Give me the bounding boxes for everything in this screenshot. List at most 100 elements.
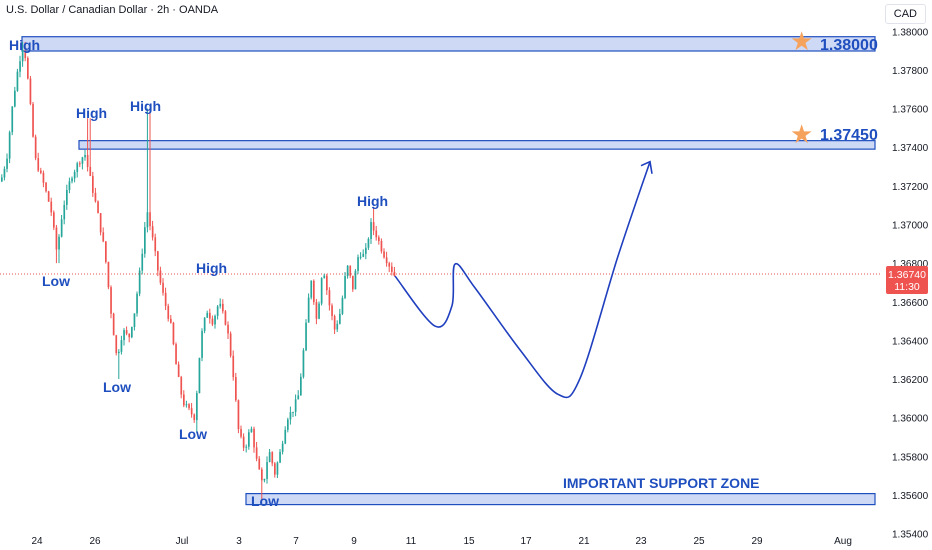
candle-body: [94, 192, 97, 202]
candle-body: [328, 290, 331, 306]
candle-body: [120, 340, 123, 352]
candle-body: [151, 226, 154, 238]
price-tick-label: 1.36400: [892, 336, 929, 347]
candle-body: [190, 408, 193, 415]
candle-body: [37, 158, 40, 171]
candle-body: [224, 311, 227, 325]
candle-body: [331, 305, 333, 317]
candle-body: [307, 297, 310, 323]
candle-body: [339, 313, 341, 324]
time-axis[interactable]: 24 26 Jul 3 7 9 11 15 17 21 23 25 29 Aug: [31, 536, 851, 547]
last-price-value: 1.36740: [888, 269, 926, 281]
candle-body: [281, 443, 284, 452]
candle-body: [58, 236, 60, 250]
candle-body: [157, 251, 159, 271]
candle-body: [105, 241, 107, 263]
price-tick-label: 1.36800: [892, 259, 929, 270]
candle-body: [362, 253, 365, 257]
annotation-high: High: [196, 260, 227, 276]
candle-body: [193, 414, 196, 421]
candle-body: [183, 394, 185, 406]
candle-body: [349, 265, 352, 276]
candle-body: [115, 335, 118, 354]
candle-body: [21, 50, 24, 62]
candle-body: [110, 287, 112, 314]
candle-body: [167, 305, 170, 319]
candle-body: [112, 313, 115, 336]
candle-body: [159, 270, 162, 283]
candle-body: [27, 58, 29, 79]
annotation-low: Low: [179, 426, 207, 442]
price-tick-label: 1.37200: [892, 182, 929, 193]
time-tick-label: 17: [520, 536, 532, 547]
candle-body: [346, 265, 349, 277]
candle-body: [235, 377, 237, 401]
candle-body: [383, 251, 385, 258]
candle-body: [133, 313, 136, 327]
candle-body: [79, 163, 81, 165]
candle-body: [138, 270, 141, 294]
symbol-title[interactable]: U.S. Dollar / Canadian Dollar · 2h · OAN…: [6, 4, 219, 16]
candle-body: [344, 276, 346, 298]
candle-body: [131, 326, 133, 338]
candle-body: [164, 292, 167, 306]
candle-body: [107, 262, 110, 288]
candle-body: [29, 78, 32, 104]
candle-body: [102, 232, 105, 242]
time-tick-label: 15: [463, 536, 475, 547]
projected-path[interactable]: [394, 161, 651, 399]
price-tick-label: 1.37800: [892, 66, 929, 77]
price-tick-label: 1.35800: [892, 452, 929, 463]
resistance-zone-1-38[interactable]: [21, 36, 876, 52]
candle-body: [375, 230, 378, 238]
price-zones: [21, 36, 876, 506]
candle-body: [313, 280, 315, 303]
price-tick-label: 1.37400: [892, 143, 929, 154]
annotation-high: High: [130, 98, 161, 114]
time-tick-label: 9: [351, 536, 357, 547]
candle-body: [209, 312, 211, 319]
candle-body: [232, 355, 235, 378]
candle-body: [201, 330, 203, 358]
candles: [1, 41, 396, 501]
candle-body: [289, 412, 292, 420]
candle-body: [123, 330, 125, 341]
currency-button[interactable]: CAD: [884, 4, 926, 24]
candle-body: [227, 324, 229, 334]
candle-body: [284, 429, 287, 444]
time-tick-label: 7: [293, 536, 299, 547]
candle-body: [97, 201, 99, 214]
candle-body: [11, 106, 14, 133]
candle-body: [333, 316, 336, 330]
candle-body: [367, 238, 370, 248]
candle-body: [125, 330, 128, 334]
annotation-high: High: [357, 193, 388, 209]
candle-body: [170, 318, 172, 323]
candle-body: [354, 270, 357, 290]
candle-body: [214, 315, 216, 325]
candle-body: [149, 212, 151, 227]
annotation-low: Low: [251, 493, 279, 509]
candle-body: [274, 463, 276, 475]
candle-body: [86, 154, 89, 167]
resistance-zone-1-3745[interactable]: [78, 140, 876, 150]
candle-body: [42, 172, 45, 183]
candle-body: [66, 190, 68, 205]
candle-body: [320, 278, 323, 304]
price-axis[interactable]: 1.38000 1.37800 1.37600 1.37400 1.37200 1.370…: [892, 27, 929, 540]
candle-body: [128, 333, 131, 338]
support-zone[interactable]: [245, 492, 876, 506]
time-tick-label: 11: [406, 536, 417, 547]
candle-body: [144, 227, 146, 254]
candle-body: [341, 297, 344, 314]
price-tick-label: 1.35600: [892, 491, 929, 502]
star-icon: ★: [790, 27, 813, 57]
time-tick-label: 29: [751, 536, 763, 547]
candle-body: [141, 253, 144, 271]
candle-body: [310, 280, 313, 298]
candle-body: [352, 275, 354, 290]
candle-body: [89, 166, 92, 176]
candle-body: [118, 351, 120, 354]
candle-body: [146, 212, 149, 228]
